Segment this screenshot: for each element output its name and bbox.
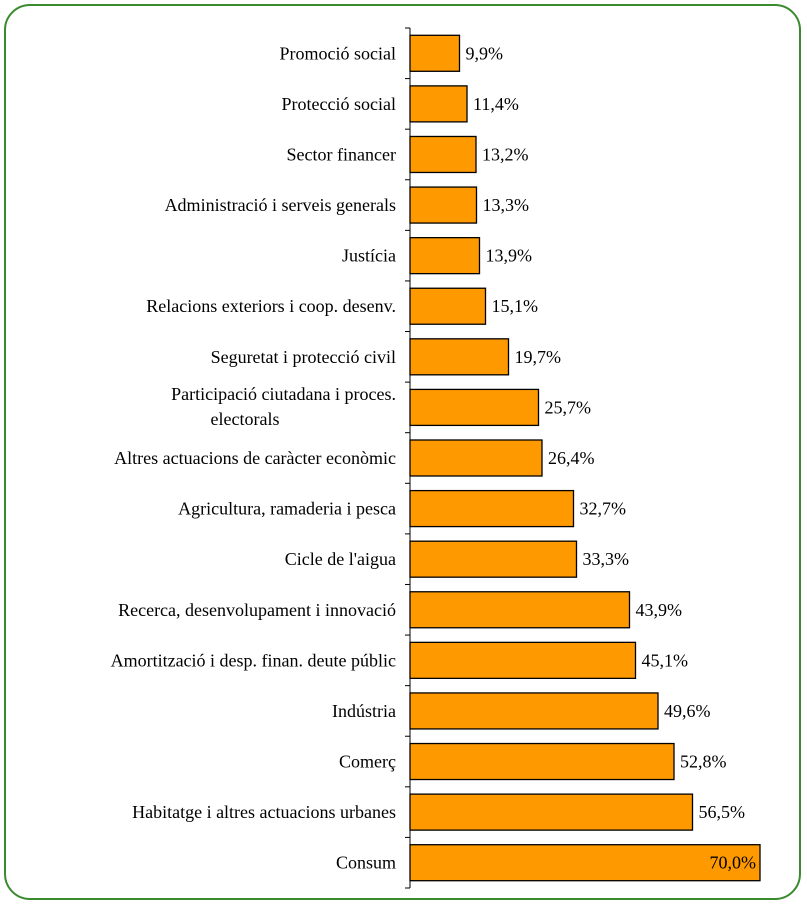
category-label: Relacions exteriors i coop. desenv. [146, 296, 396, 316]
data-label: 25,7% [545, 397, 592, 417]
bar [409, 439, 543, 477]
bar [409, 338, 510, 376]
bar [409, 793, 694, 831]
category-label: Altres actuacions de caràcter econòmic [114, 448, 396, 468]
data-label: 33,3% [583, 549, 630, 569]
bar [409, 591, 631, 629]
bar [409, 34, 461, 72]
data-label: 15,1% [492, 296, 539, 316]
bar [409, 388, 540, 427]
data-label: 13,2% [482, 144, 529, 164]
bar [409, 692, 659, 730]
data-label: 32,7% [580, 499, 627, 519]
data-label: 70,0% [710, 853, 757, 873]
data-label: 11,4% [473, 94, 519, 114]
bar [409, 844, 761, 882]
data-label: 45,1% [642, 650, 689, 670]
category-label: Consum [336, 853, 396, 873]
data-label: 56,5% [699, 802, 746, 822]
category-label: Administració i serveis generals [165, 195, 396, 215]
bar [409, 85, 468, 123]
data-label: 26,4% [548, 448, 595, 468]
category-label: Recerca, desenvolupament i innovació [118, 600, 396, 620]
category-label: Protecció social [282, 94, 396, 114]
bar [409, 135, 477, 174]
category-label: Habitatge i altres actuacions urbanes [132, 802, 396, 822]
data-label: 9,9% [466, 43, 504, 63]
category-label: Participació ciutadana i proces. [171, 384, 396, 404]
category-label: Justícia [342, 246, 396, 266]
data-label: 19,7% [515, 347, 562, 367]
category-label: Indústria [332, 701, 396, 721]
category-label: Amortització i desp. finan. deute públic [111, 650, 396, 670]
category-label: Seguretat i protecció civil [211, 347, 396, 367]
category-label: Comerç [339, 752, 396, 772]
bar [409, 641, 637, 680]
category-label: Cicle de l'aigua [285, 549, 396, 569]
bar [409, 489, 575, 528]
bar [409, 186, 478, 224]
bar [409, 287, 487, 325]
bar [409, 236, 481, 275]
category-label: Agricultura, ramaderia i pesca [178, 499, 396, 519]
category-label: Promoció social [280, 43, 396, 63]
data-label: 43,9% [636, 600, 683, 620]
data-label: 52,8% [680, 752, 727, 772]
category-label: Sector financer [287, 144, 396, 164]
bar [409, 742, 675, 781]
data-label: 13,9% [486, 246, 533, 266]
data-label: 49,6% [664, 701, 711, 721]
bar [409, 540, 578, 578]
data-label: 13,3% [483, 195, 530, 215]
category-label: electorals [211, 409, 280, 429]
